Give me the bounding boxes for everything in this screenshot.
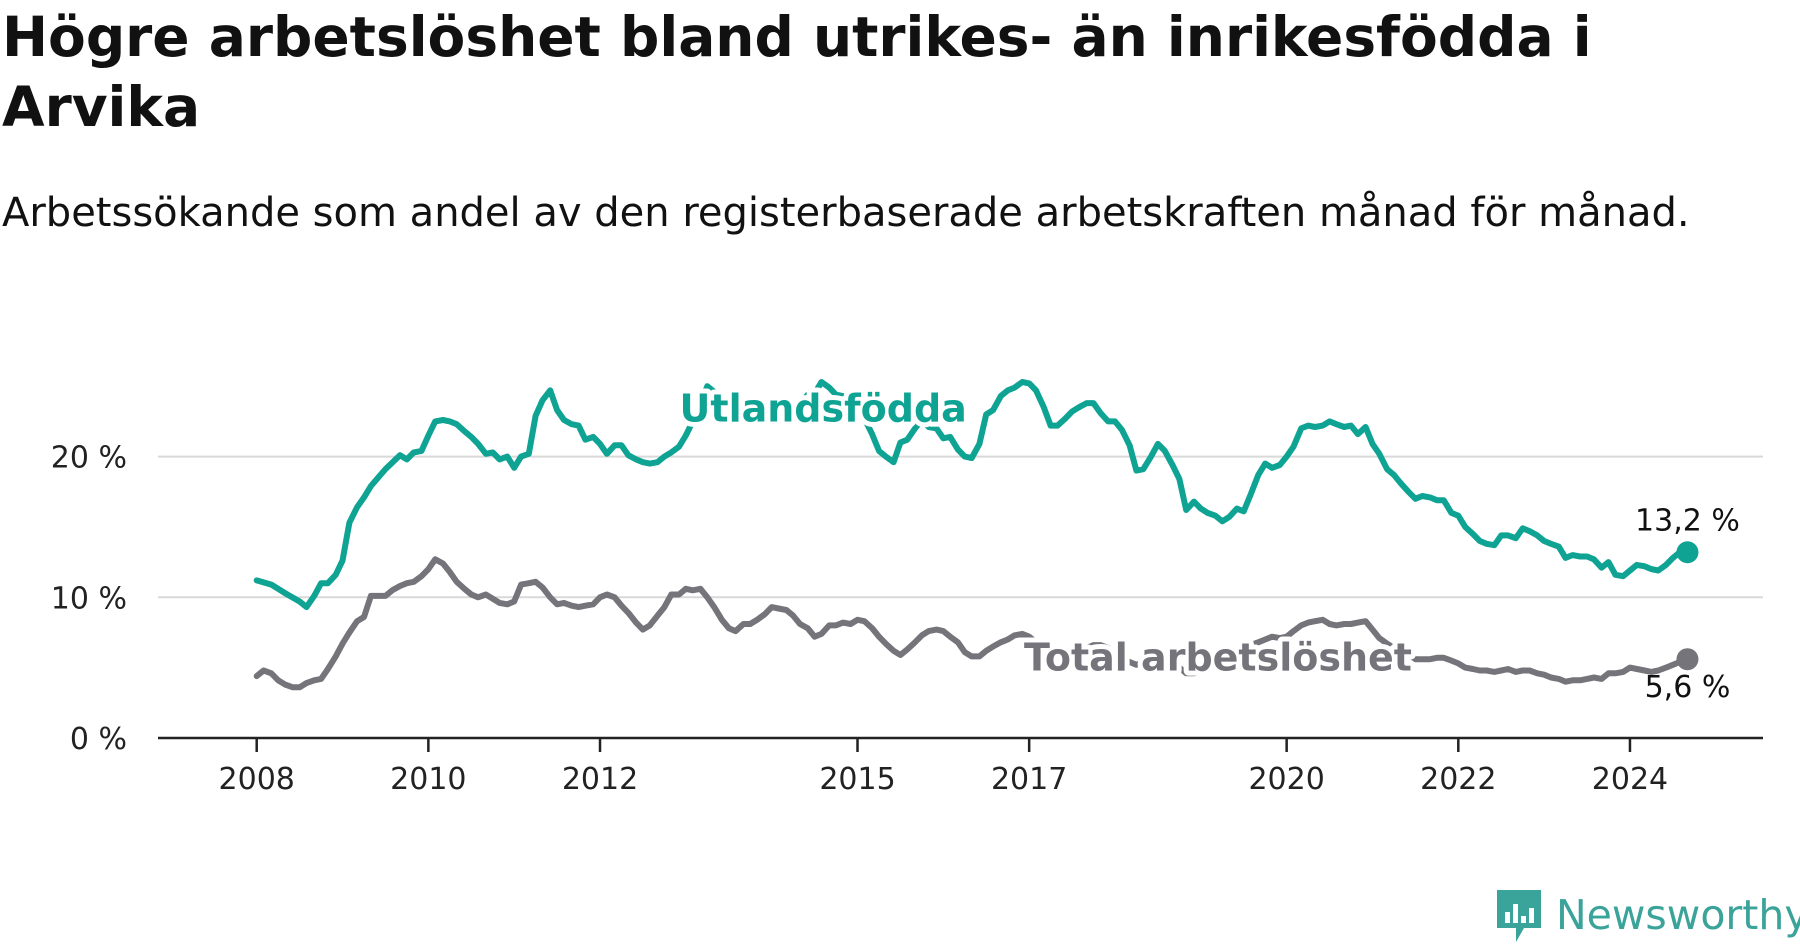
x-tick-label: 2010 (390, 762, 466, 797)
chart-subtitle: Arbetssökande som andel av den registerb… (2, 190, 1690, 236)
newsworthy-logo: Newsworthy (1494, 888, 1800, 944)
y-tick-label: 20 % (51, 441, 127, 476)
x-tick-label: 2020 (1248, 762, 1324, 797)
series-end-label: 13,2 % (1635, 503, 1740, 538)
series-lines (253, 379, 1699, 691)
series-label: Utlandsfödda (680, 386, 967, 430)
x-tick-label: 2022 (1420, 762, 1496, 797)
x-tick-label: 2024 (1592, 762, 1668, 797)
series-end-point (1676, 541, 1699, 564)
series-end-point (1676, 648, 1699, 671)
series-label: Total arbetslöshet (1024, 635, 1412, 679)
series-line (253, 556, 1691, 691)
gridlines (158, 455, 1763, 599)
brand-name: Newsworthy (1556, 891, 1800, 939)
x-tick-label: 2017 (991, 762, 1067, 797)
y-tick-label: 0 % (70, 722, 127, 757)
newsworthy-logo-icon (1497, 890, 1541, 942)
x-tick-label: 2012 (562, 762, 638, 797)
x-tick-label: 2015 (819, 762, 895, 797)
y-tick-label: 10 % (51, 581, 127, 616)
series-line (253, 379, 1691, 611)
series-end-label: 5,6 % (1645, 670, 1731, 705)
chart-title: Högre arbetslöshet bland utrikes- än inr… (2, 5, 1592, 139)
y-axis-tick-labels: 0 % 10 % 20 % (51, 441, 127, 757)
x-axis: 2008 2010 2012 2015 2017 2020 2022 2024 (158, 736, 1763, 797)
series-labels: 13,2 % 5,6 % Utlandsfödda Total arbetslöshe… (675, 381, 1740, 705)
x-tick-label: 2008 (219, 762, 295, 797)
